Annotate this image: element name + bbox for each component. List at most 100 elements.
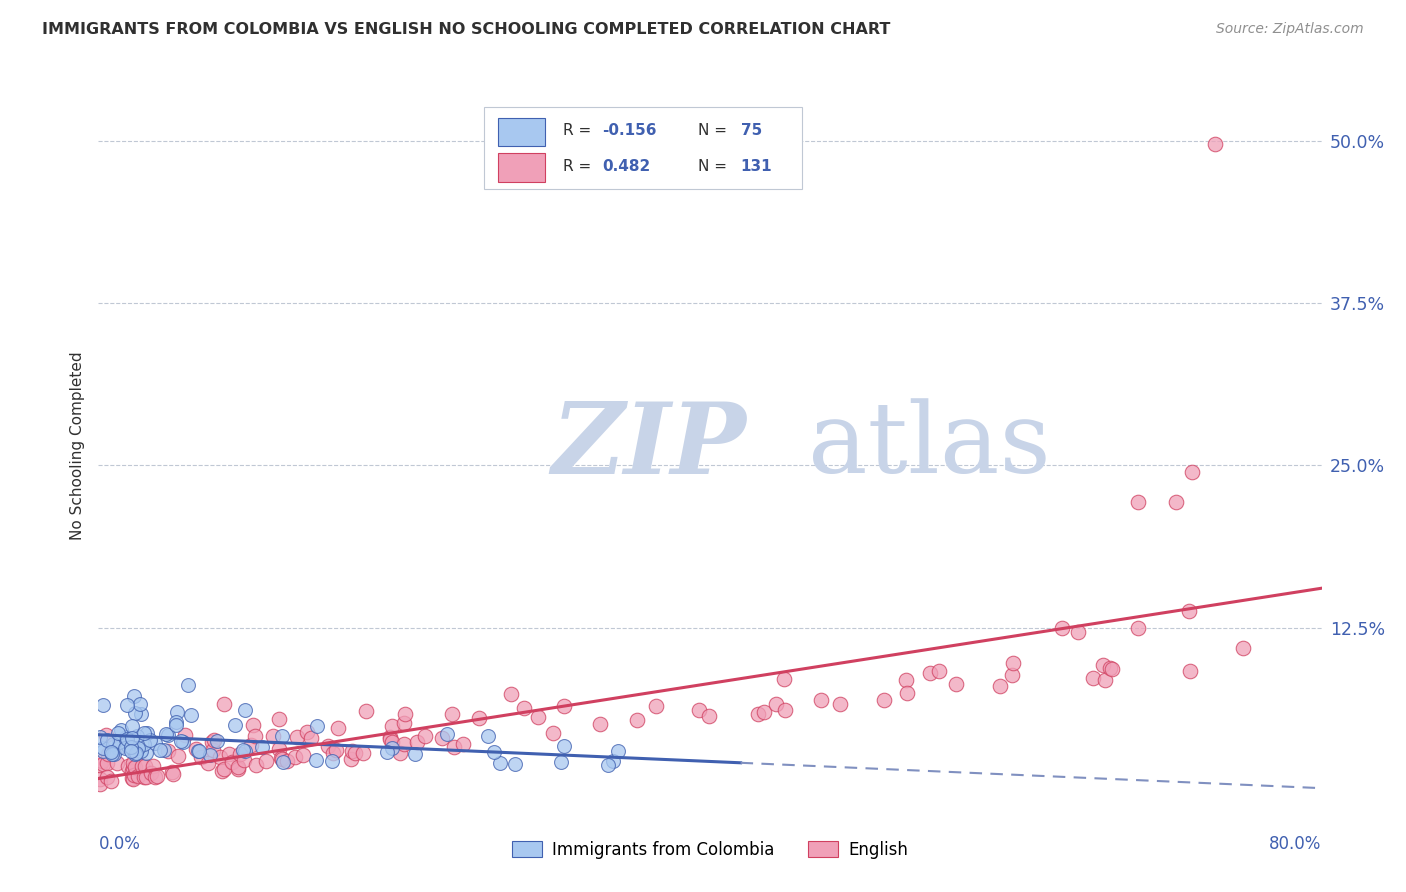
- Point: [305, 753, 328, 767]
- Point: [115, 698, 138, 713]
- Point: [239, 738, 262, 752]
- Point: [110, 723, 132, 738]
- Point: [188, 744, 211, 758]
- Point: [134, 758, 156, 772]
- Point: [96, 770, 118, 784]
- Point: [404, 747, 426, 761]
- Text: IMMIGRANTS FROM COLOMBIA VS ENGLISH NO SCHOOLING COMPLETED CORRELATION CHART: IMMIGRANTS FROM COLOMBIA VS ENGLISH NO S…: [42, 22, 890, 37]
- Point: [91, 744, 114, 758]
- Point: [114, 740, 136, 755]
- Point: [896, 686, 918, 700]
- Point: [187, 744, 209, 758]
- Point: [688, 703, 710, 717]
- Point: [221, 755, 243, 769]
- Point: [477, 730, 499, 744]
- Point: [918, 665, 941, 680]
- Point: [328, 721, 350, 735]
- Point: [394, 706, 416, 721]
- Text: R =: R =: [564, 159, 596, 174]
- Point: [297, 724, 319, 739]
- Point: [381, 718, 404, 732]
- Point: [392, 715, 415, 730]
- Point: [91, 757, 114, 772]
- Point: [697, 709, 720, 723]
- Point: [121, 764, 143, 779]
- Point: [1166, 495, 1188, 509]
- Point: [1001, 667, 1024, 681]
- Text: N =: N =: [697, 123, 731, 138]
- Point: [100, 774, 122, 789]
- Text: Source: ZipAtlas.com: Source: ZipAtlas.com: [1216, 22, 1364, 37]
- Point: [1001, 656, 1024, 670]
- Point: [127, 769, 149, 783]
- Point: [1128, 495, 1150, 509]
- Point: [232, 743, 254, 757]
- Point: [132, 726, 155, 740]
- Point: [550, 755, 572, 769]
- Point: [127, 740, 149, 755]
- Text: 131: 131: [741, 159, 772, 174]
- Point: [122, 756, 145, 770]
- Point: [100, 746, 122, 760]
- Point: [873, 693, 896, 707]
- Point: [318, 739, 340, 753]
- Text: ZIP: ZIP: [551, 398, 747, 494]
- Point: [135, 746, 157, 760]
- Point: [389, 746, 412, 760]
- Point: [117, 739, 139, 753]
- Point: [124, 760, 146, 774]
- Point: [270, 730, 292, 744]
- Point: [197, 756, 219, 771]
- Point: [513, 701, 536, 715]
- Point: [250, 740, 273, 755]
- Point: [107, 740, 129, 755]
- Point: [125, 729, 148, 743]
- Point: [284, 750, 307, 764]
- Point: [139, 765, 162, 780]
- Point: [174, 728, 197, 742]
- Point: [167, 749, 190, 764]
- Point: [541, 725, 564, 739]
- Point: [165, 714, 187, 729]
- Point: [626, 713, 648, 727]
- Point: [262, 729, 284, 743]
- Point: [392, 737, 415, 751]
- Point: [1181, 465, 1204, 479]
- Point: [1091, 658, 1114, 673]
- Point: [292, 748, 315, 763]
- Point: [205, 734, 228, 748]
- Point: [97, 747, 120, 762]
- Point: [375, 745, 398, 759]
- Point: [489, 756, 512, 770]
- Point: [896, 673, 918, 687]
- Point: [117, 759, 139, 773]
- Point: [91, 698, 114, 713]
- Text: 0.482: 0.482: [602, 159, 651, 174]
- Point: [1128, 621, 1150, 635]
- Point: [321, 754, 343, 768]
- Point: [89, 777, 111, 791]
- Point: [343, 746, 366, 760]
- Point: [149, 742, 172, 756]
- Point: [828, 697, 851, 711]
- Point: [166, 705, 188, 719]
- Point: [269, 742, 291, 756]
- Point: [94, 728, 117, 742]
- Point: [928, 665, 950, 679]
- Y-axis label: No Schooling Completed: No Schooling Completed: [69, 351, 84, 541]
- Point: [224, 718, 246, 732]
- Point: [89, 757, 111, 772]
- Point: [271, 756, 294, 770]
- Point: [121, 719, 143, 733]
- Point: [305, 719, 328, 733]
- Point: [945, 677, 967, 691]
- Point: [89, 772, 111, 786]
- Point: [245, 757, 267, 772]
- Point: [468, 711, 491, 725]
- Point: [276, 754, 298, 768]
- Point: [285, 730, 308, 744]
- Point: [132, 738, 155, 752]
- Point: [988, 679, 1011, 693]
- Point: [352, 746, 374, 760]
- Point: [211, 764, 233, 778]
